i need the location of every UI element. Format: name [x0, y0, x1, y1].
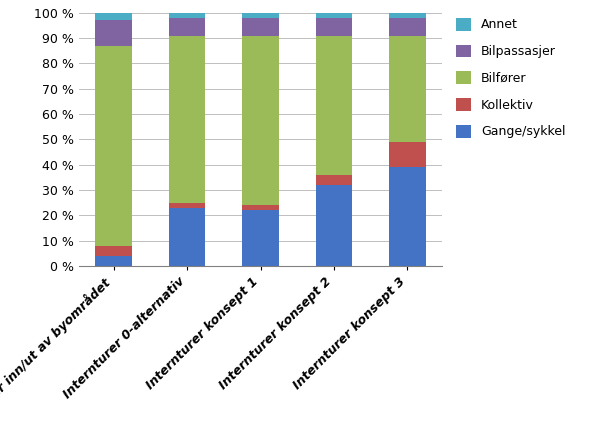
Bar	[389, 36, 426, 142]
Bar	[95, 46, 132, 246]
Bar	[95, 246, 132, 256]
Bar	[95, 21, 132, 46]
Bar	[316, 13, 353, 18]
Bar	[242, 205, 279, 210]
Bar	[242, 18, 279, 36]
Bar	[242, 36, 279, 205]
Bar	[242, 210, 279, 266]
Bar	[389, 167, 426, 266]
Bar	[316, 175, 353, 185]
Bar	[242, 13, 279, 18]
Bar	[316, 36, 353, 175]
Legend: Annet, Bilpassasjer, Bilfører, Kollektiv, Gange/sykkel: Annet, Bilpassasjer, Bilfører, Kollektiv…	[452, 14, 569, 142]
Bar	[389, 18, 426, 36]
Bar	[316, 185, 353, 266]
Bar	[95, 13, 132, 21]
Bar	[168, 208, 205, 266]
Bar	[389, 142, 426, 167]
Bar	[168, 18, 205, 36]
Bar	[389, 13, 426, 18]
Bar	[316, 18, 353, 36]
Bar	[95, 256, 132, 266]
Bar	[168, 13, 205, 18]
Bar	[168, 36, 205, 202]
Bar	[168, 203, 205, 208]
